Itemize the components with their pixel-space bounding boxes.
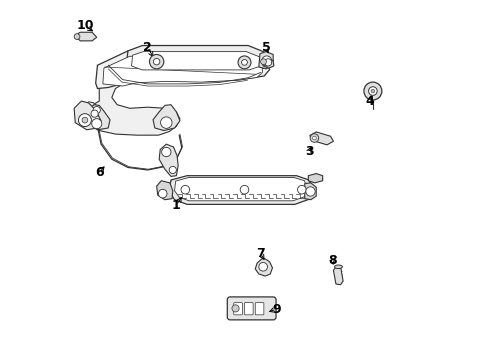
Circle shape — [231, 305, 239, 312]
Circle shape — [78, 114, 91, 127]
Circle shape — [153, 58, 160, 65]
Polygon shape — [159, 144, 178, 176]
Circle shape — [363, 82, 381, 100]
Polygon shape — [304, 183, 316, 200]
Circle shape — [181, 185, 189, 194]
Circle shape — [309, 134, 318, 142]
Circle shape — [158, 189, 167, 198]
Polygon shape — [88, 105, 110, 130]
Circle shape — [238, 56, 250, 69]
FancyBboxPatch shape — [255, 303, 264, 315]
FancyBboxPatch shape — [233, 303, 242, 315]
Polygon shape — [258, 51, 273, 69]
Text: 3: 3 — [304, 145, 313, 158]
Polygon shape — [86, 80, 180, 135]
Text: 1: 1 — [172, 199, 181, 212]
Polygon shape — [309, 132, 333, 145]
Text: 4: 4 — [365, 95, 374, 108]
Circle shape — [264, 59, 271, 66]
Circle shape — [370, 89, 374, 93]
Circle shape — [312, 136, 316, 140]
Polygon shape — [76, 32, 97, 41]
Polygon shape — [96, 51, 269, 89]
Polygon shape — [255, 259, 272, 276]
Circle shape — [297, 185, 305, 194]
Circle shape — [74, 34, 80, 40]
Circle shape — [305, 187, 314, 196]
Text: 7: 7 — [256, 247, 264, 260]
Polygon shape — [102, 56, 262, 86]
Polygon shape — [153, 105, 180, 131]
Text: 8: 8 — [327, 254, 336, 267]
Circle shape — [149, 54, 163, 69]
Circle shape — [92, 119, 102, 129]
Text: 5: 5 — [261, 41, 270, 54]
Text: 6: 6 — [95, 166, 103, 179]
Polygon shape — [83, 102, 104, 125]
Polygon shape — [169, 176, 312, 204]
Text: 2: 2 — [143, 41, 152, 54]
Polygon shape — [126, 45, 265, 72]
Circle shape — [160, 117, 172, 129]
Circle shape — [258, 262, 267, 271]
Polygon shape — [156, 181, 172, 200]
Circle shape — [261, 56, 271, 66]
Polygon shape — [74, 101, 101, 130]
Circle shape — [93, 107, 100, 114]
FancyBboxPatch shape — [227, 297, 276, 320]
Circle shape — [240, 185, 248, 194]
Circle shape — [241, 59, 247, 65]
Polygon shape — [333, 267, 343, 285]
Polygon shape — [131, 51, 260, 70]
Circle shape — [260, 59, 266, 64]
Circle shape — [91, 110, 98, 117]
Ellipse shape — [334, 265, 342, 269]
Polygon shape — [308, 174, 322, 183]
Polygon shape — [174, 177, 306, 201]
Text: 10: 10 — [76, 19, 94, 32]
Circle shape — [82, 117, 88, 123]
Circle shape — [368, 87, 376, 95]
Circle shape — [162, 147, 171, 157]
Text: 9: 9 — [272, 303, 281, 316]
Circle shape — [169, 166, 176, 174]
Polygon shape — [261, 57, 273, 68]
FancyBboxPatch shape — [244, 303, 253, 315]
